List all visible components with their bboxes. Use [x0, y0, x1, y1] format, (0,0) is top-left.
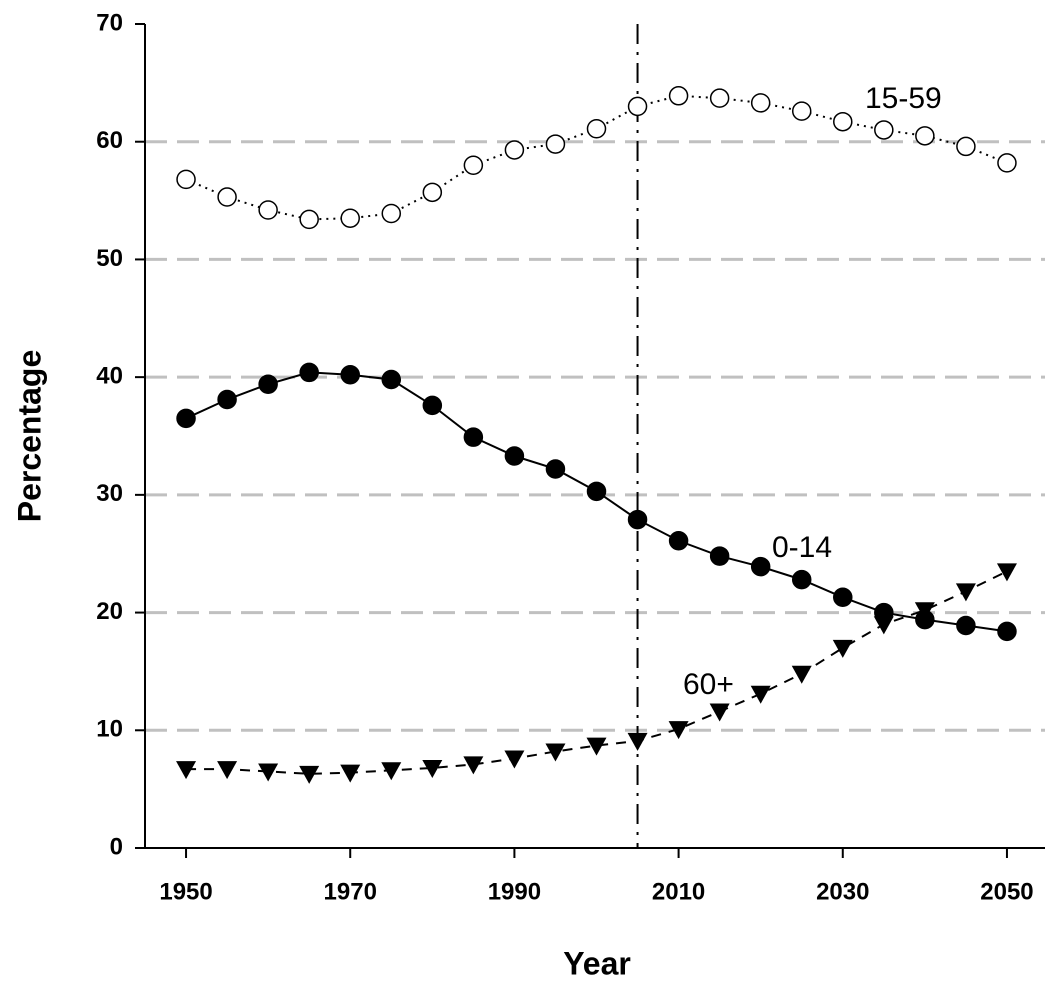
marker — [176, 169, 196, 190]
series-label: 0-14 — [772, 531, 832, 564]
marker — [217, 761, 238, 780]
marker — [627, 509, 648, 530]
marker — [299, 209, 319, 230]
marker — [956, 136, 976, 157]
marker — [627, 732, 648, 751]
marker — [709, 546, 730, 566]
marker — [996, 563, 1017, 582]
y-tick-label: 60 — [96, 127, 123, 154]
series-label: 15-59 — [865, 82, 942, 115]
marker — [709, 88, 730, 108]
x-tick-label: 1970 — [324, 878, 377, 905]
marker — [258, 200, 278, 220]
y-tick-label: 30 — [96, 480, 123, 507]
marker — [709, 703, 730, 722]
marker — [422, 759, 443, 778]
y-tick-label: 50 — [96, 245, 123, 272]
x-tick-label: 2010 — [652, 878, 705, 905]
y-tick-label: 10 — [96, 716, 123, 743]
marker — [791, 569, 812, 590]
marker — [791, 101, 812, 121]
marker — [504, 750, 525, 769]
marker — [422, 395, 443, 416]
y-axis-title: Percentage — [11, 350, 47, 523]
y-tick-label: 40 — [96, 362, 123, 389]
marker — [586, 119, 607, 139]
marker — [914, 602, 935, 621]
marker — [750, 685, 771, 704]
marker — [873, 616, 894, 635]
marker — [381, 762, 402, 781]
marker — [176, 408, 196, 429]
marker — [997, 621, 1017, 642]
marker — [833, 587, 853, 608]
marker — [504, 446, 525, 466]
marker — [750, 556, 771, 577]
x-tick-label: 2050 — [980, 878, 1033, 905]
marker — [463, 427, 484, 447]
marker — [463, 155, 484, 176]
series-line — [186, 570, 1008, 775]
marker — [586, 481, 607, 502]
marker — [750, 93, 771, 113]
marker — [545, 459, 566, 479]
marker — [340, 764, 361, 783]
marker — [463, 756, 484, 775]
series-label: 60+ — [683, 668, 734, 701]
marker — [997, 153, 1017, 173]
marker — [381, 203, 402, 224]
marker — [956, 615, 976, 636]
marker — [381, 369, 402, 390]
marker — [217, 187, 237, 207]
marker — [545, 134, 566, 154]
marker — [176, 761, 197, 780]
x-axis-title: Year — [563, 945, 631, 981]
marker — [833, 111, 853, 132]
marker — [832, 639, 853, 658]
marker — [340, 208, 360, 228]
marker — [955, 583, 976, 602]
y-tick-label: 0 — [110, 833, 123, 860]
marker — [627, 96, 648, 117]
marker — [299, 362, 319, 383]
marker — [668, 86, 689, 106]
x-tick-label: 1990 — [488, 878, 541, 905]
marker — [217, 389, 237, 410]
marker — [340, 365, 360, 385]
marker — [791, 665, 812, 684]
marker — [874, 120, 894, 140]
marker — [915, 126, 935, 146]
y-tick-label: 20 — [96, 598, 123, 625]
x-tick-label: 1950 — [159, 878, 212, 905]
marker — [299, 765, 320, 784]
marker — [422, 182, 443, 203]
marker — [668, 721, 689, 740]
x-tick-label: 2030 — [816, 878, 869, 905]
marker — [668, 531, 689, 551]
series-line — [185, 371, 1008, 633]
marker — [258, 374, 278, 394]
marker — [504, 140, 525, 160]
marker — [586, 737, 607, 756]
y-tick-label: 70 — [96, 9, 123, 36]
marker — [258, 763, 279, 782]
marker — [545, 743, 566, 762]
